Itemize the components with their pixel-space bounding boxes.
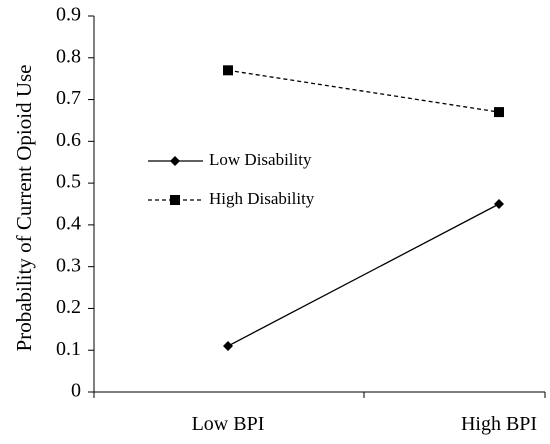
series-high-disability: [223, 65, 504, 118]
x-tick-label: Low BPI: [192, 413, 265, 435]
y-tick-label: 0.4: [56, 212, 81, 234]
y-tick-label: 0.5: [56, 171, 81, 193]
axes: [93, 16, 545, 393]
legend-item: Low Disability: [148, 150, 312, 169]
data-point: [223, 65, 233, 76]
x-ticks: Low BPI High BPI: [93, 392, 546, 435]
legend-label: High Disability: [209, 189, 315, 208]
y-tick-label: 0.7: [56, 87, 81, 109]
y-axis-title: Probability of Current Opioid Use: [12, 65, 36, 352]
y-tick-label: 0.9: [56, 4, 81, 26]
series-line: [227, 203, 500, 347]
y-tick-label: 0.6: [56, 129, 81, 151]
series-low-disability: [223, 199, 504, 352]
y-tick-label: 0: [71, 380, 81, 402]
series-layer: [223, 65, 504, 352]
legend-marker: [170, 156, 180, 166]
legend-item: High Disability: [148, 189, 315, 208]
legend: Low Disability High Disability: [148, 150, 315, 208]
data-point: [223, 341, 233, 352]
series-line: [227, 69, 500, 113]
data-point: [494, 107, 504, 118]
y-tick-label: 0.3: [56, 254, 81, 276]
legend-label: Low Disability: [209, 150, 312, 169]
y-tick-label: 0.8: [56, 45, 81, 67]
legend-marker: [170, 195, 180, 205]
x-tick-label: High BPI: [461, 413, 537, 435]
y-tick-label: 0.1: [56, 338, 81, 360]
y-ticks: 0 0.1 0.2 0.3 0.4 0.5 0.6 0.7 0.8 0.9: [56, 4, 94, 402]
data-point: [494, 199, 504, 209]
y-tick-label: 0.2: [56, 296, 81, 318]
